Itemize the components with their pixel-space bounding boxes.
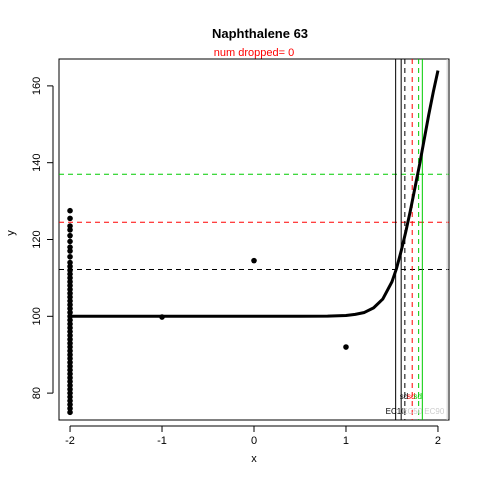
data-point-0 xyxy=(67,207,73,214)
annotation-1: sd xyxy=(407,392,415,401)
y-axis-label: y xyxy=(5,230,17,236)
y-tick-label-3: 140 xyxy=(31,154,43,172)
data-point-19 xyxy=(67,298,73,304)
data-point-40 xyxy=(67,378,73,385)
chart-title: Naphthalene 63 xyxy=(212,26,308,41)
data-point-26 xyxy=(67,325,73,331)
data-point-44 xyxy=(67,394,73,400)
annotation-2: sd xyxy=(413,392,421,401)
data-point-12 xyxy=(67,271,73,277)
annotation-0: sd xyxy=(400,392,408,401)
data-point-14 xyxy=(67,278,73,285)
data-point-33 xyxy=(67,351,73,358)
data-point-43 xyxy=(67,390,73,396)
data-point-8 xyxy=(67,253,73,260)
y-tick-label-2: 120 xyxy=(31,230,43,248)
data-point-1 xyxy=(67,215,73,222)
data-point-46 xyxy=(67,401,73,408)
data-point-4 xyxy=(67,232,73,239)
data-point-45 xyxy=(67,397,73,404)
data-point-34 xyxy=(67,355,73,362)
annotation-4: EC50 xyxy=(402,407,423,416)
y-tick-label-1: 100 xyxy=(31,307,43,325)
data-point-36 xyxy=(67,363,73,370)
data-point-49 xyxy=(159,314,165,320)
x-tick-label-3: 1 xyxy=(343,435,349,447)
y-tick-label-4: 160 xyxy=(31,77,43,95)
data-point-29 xyxy=(67,336,73,343)
annotation-5: EC90 xyxy=(424,407,445,416)
plot-frame xyxy=(58,58,450,421)
data-point-31 xyxy=(67,344,73,350)
data-point-48 xyxy=(67,409,73,416)
data-point-35 xyxy=(67,359,73,366)
data-point-38 xyxy=(67,371,73,377)
data-point-2 xyxy=(67,223,73,229)
data-point-6 xyxy=(67,244,73,250)
data-point-18 xyxy=(67,294,73,300)
annotation-3: EC10 xyxy=(386,407,407,416)
data-point-11 xyxy=(67,267,73,274)
data-point-10 xyxy=(67,263,73,270)
data-point-15 xyxy=(67,282,73,289)
data-point-24 xyxy=(67,317,73,323)
data-point-47 xyxy=(67,405,73,412)
data-point-9 xyxy=(67,259,73,266)
chart-subtitle: num dropped= 0 xyxy=(214,47,294,59)
data-point-25 xyxy=(67,321,73,327)
data-point-39 xyxy=(67,374,73,381)
data-point-42 xyxy=(67,386,73,393)
data-point-32 xyxy=(67,348,73,354)
data-point-5 xyxy=(67,238,73,245)
data-point-20 xyxy=(67,301,73,308)
x-tick-label-1: -1 xyxy=(157,435,167,447)
data-point-21 xyxy=(67,305,73,312)
data-point-23 xyxy=(67,313,73,320)
data-point-22 xyxy=(67,309,73,316)
data-point-51 xyxy=(343,344,349,350)
data-point-17 xyxy=(67,290,73,297)
x-tick-label-2: 0 xyxy=(251,435,257,447)
data-point-37 xyxy=(67,367,73,373)
data-point-3 xyxy=(67,227,73,233)
y-tick-label-0: 80 xyxy=(31,387,43,399)
data-point-50 xyxy=(251,257,257,264)
data-point-41 xyxy=(67,382,73,389)
data-point-13 xyxy=(67,275,73,281)
x-tick-label-4: 2 xyxy=(435,435,441,447)
data-point-7 xyxy=(67,248,73,254)
data-point-28 xyxy=(67,332,73,339)
data-point-16 xyxy=(67,286,73,293)
data-point-27 xyxy=(67,328,73,335)
x-axis-label: x xyxy=(251,453,257,465)
data-point-30 xyxy=(67,340,73,346)
x-tick-label-0: -2 xyxy=(65,435,75,447)
fitted-curve xyxy=(70,70,440,318)
